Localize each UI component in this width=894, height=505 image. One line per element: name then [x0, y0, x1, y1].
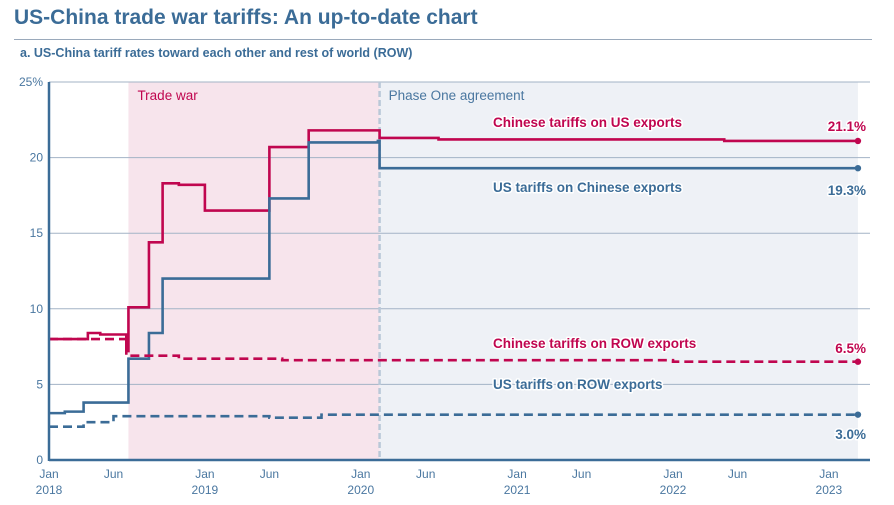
y-tick-label: 5 [36, 377, 43, 391]
chart-title: US-China trade war tariffs: An up-to-dat… [14, 6, 478, 29]
chart-subtitle: a. US-China tariff rates toward each oth… [20, 46, 413, 60]
series-label: Chinese tariffs on US exports [493, 115, 682, 130]
series-end-value: 3.0% [835, 427, 866, 442]
series-end-dot [854, 411, 862, 418]
y-tick-label: 20 [30, 151, 44, 165]
y-tick-label: 10 [30, 302, 44, 316]
series-end-value: 6.5% [835, 341, 866, 356]
x-tick-year: 2019 [192, 483, 219, 497]
series-label: US tariffs on Chinese exports [493, 180, 682, 195]
series-line-3 [49, 413, 858, 429]
series-end-dot [854, 137, 862, 145]
x-tick-label: Jan [819, 467, 838, 481]
x-tick-year: 2020 [347, 483, 374, 497]
series-line-1 [49, 139, 858, 415]
x-tick-label: Jun [260, 467, 279, 481]
x-tick-year: 2021 [504, 483, 531, 497]
x-tick-year: 2018 [36, 483, 63, 497]
x-tick-label: Jun [728, 467, 747, 481]
x-tick-label: Jun [416, 467, 435, 481]
series-end-value: 21.1% [828, 119, 866, 134]
x-tick-year: 2022 [660, 483, 687, 497]
x-tick-label: Jun [104, 467, 123, 481]
region-trade-war [128, 82, 380, 460]
region-label: Trade war [137, 88, 198, 103]
x-tick-label: Jan [351, 467, 370, 481]
region-label: Phase One agreement [389, 88, 525, 103]
x-tick-label: Jan [39, 467, 58, 481]
region-phase-one [379, 82, 858, 460]
y-tick-label: 25% [19, 75, 43, 89]
series-end-dot [854, 358, 862, 365]
x-tick-label: Jan [195, 467, 214, 481]
series-label: Chinese tariffs on ROW exports [493, 336, 696, 351]
x-tick-label: Jun [572, 467, 591, 481]
series-line-2 [49, 337, 858, 364]
x-tick-label: Jan [663, 467, 682, 481]
x-tick-year: 2023 [816, 483, 843, 497]
series-line-0 [49, 129, 858, 353]
x-tick-label: Jan [507, 467, 526, 481]
series-end-dot [854, 164, 862, 172]
title-divider [14, 39, 872, 40]
y-tick-label: 0 [36, 453, 43, 467]
series-end-value: 19.3% [828, 183, 866, 198]
y-tick-label: 15 [30, 226, 44, 240]
series-label: US tariffs on ROW exports [493, 377, 663, 392]
